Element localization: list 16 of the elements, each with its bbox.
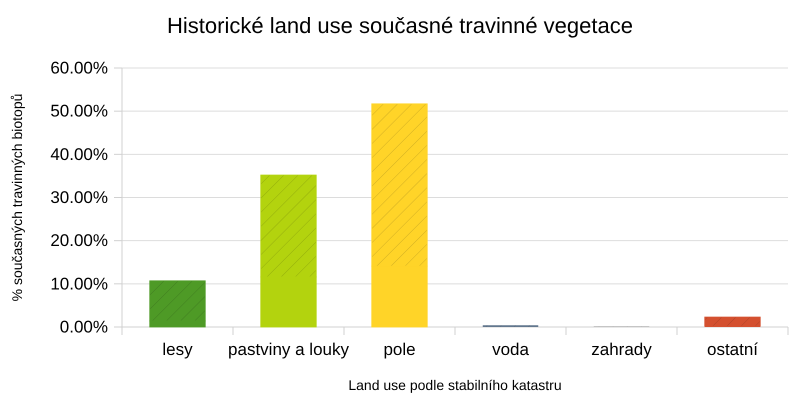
y-tick-label: 30.00% [50,188,108,207]
y-tick-label: 0.00% [60,317,108,336]
y-tick-label: 20.00% [50,231,108,250]
x-tick-label: pole [383,340,416,360]
x-tick-label: zahrady [591,340,652,360]
y-tick-label: 40.00% [50,144,108,164]
y-axis-title: % současných travinných biotopů [9,94,25,302]
y-tick-label: 10.00% [50,274,108,294]
x-tick-label: voda [492,340,530,360]
y-tick-label: 50.00% [50,102,108,121]
x-tick-label: lesy [162,340,194,360]
chart-title: Historické land use současné travinné vegetace [167,13,633,38]
y-tick-label: 60.00% [50,58,108,78]
x-tick-label: pastviny a louky [228,340,350,360]
x-axis-title: Land use podle stabilního katastru [348,377,562,393]
x-tick-label: ostatní [706,340,758,360]
